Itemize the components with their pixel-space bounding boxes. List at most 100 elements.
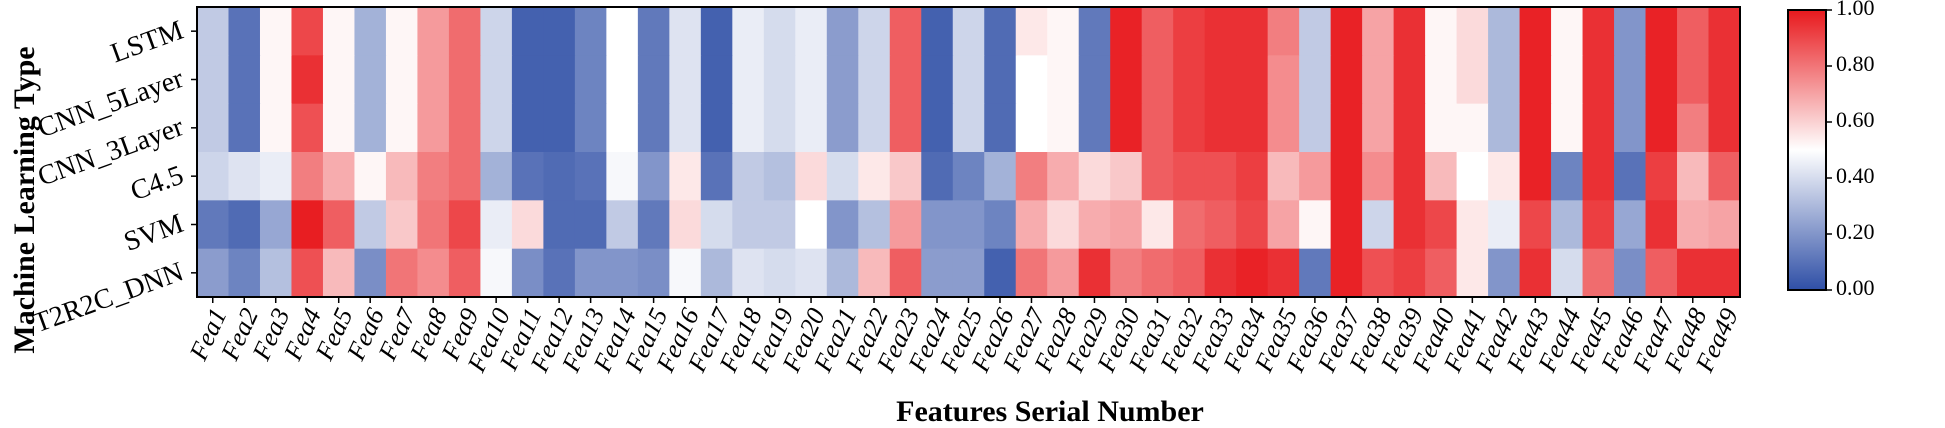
heatmap-cell: [858, 152, 891, 201]
heatmap-cell: [354, 200, 387, 250]
heatmap-cell: [1236, 103, 1269, 153]
heatmap-cell: [732, 7, 765, 56]
heatmap-cell: [984, 248, 1017, 298]
heatmap-cell: [1204, 103, 1237, 153]
heatmap-cell: [606, 55, 639, 105]
heatmap-cell: [1519, 200, 1552, 250]
heatmap-cell: [417, 7, 450, 56]
heatmap-cell: [732, 200, 765, 250]
heatmap-cell: [1488, 55, 1521, 105]
heatmap-cell: [1645, 55, 1678, 105]
heatmap-cell: [322, 55, 356, 105]
heatmap-cell: [826, 200, 859, 250]
heatmap-cell: [1645, 200, 1678, 250]
heatmap-cell: [1330, 152, 1363, 201]
heatmap-cell: [1425, 248, 1458, 298]
heatmap-cell: [669, 152, 702, 201]
heatmap-cell: [1456, 55, 1489, 105]
heatmap-cell: [637, 200, 670, 250]
heatmap-cell: [197, 248, 230, 298]
heatmap-cell: [1645, 152, 1678, 201]
heatmap-cell: [1299, 7, 1332, 56]
heatmap-cell: [574, 248, 607, 298]
heatmap-cell: [1299, 55, 1332, 105]
heatmap-cell: [763, 7, 796, 56]
heatmap-cell: [1708, 248, 1741, 298]
heatmap-cell: [291, 152, 324, 201]
heatmap-cell: [291, 103, 324, 153]
heatmap-cell: [385, 248, 419, 298]
heatmap-cell: [259, 248, 293, 298]
heatmap-cell: [921, 248, 954, 298]
y-tick-label: C4.5: [127, 160, 188, 207]
y-tick-label: T2R2C_DNN: [29, 256, 187, 339]
heatmap-cell: [1299, 200, 1332, 250]
heatmap-cell: [197, 103, 230, 153]
heatmap-cell: [1047, 7, 1080, 56]
heatmap-cell: [1015, 7, 1048, 56]
heatmap-cell: [1110, 55, 1143, 105]
heatmap-cell: [826, 152, 859, 201]
heatmap-cell: [1708, 103, 1741, 153]
heatmap-cell: [1393, 103, 1426, 153]
heatmap-cell: [1047, 103, 1080, 153]
heatmap-cell: [669, 248, 702, 298]
heatmap-cell: [1236, 152, 1269, 201]
heatmap-cell: [763, 152, 796, 201]
heatmap-cell: [511, 152, 544, 201]
heatmap-cell: [1015, 200, 1048, 250]
heatmap-cell: [574, 200, 607, 250]
heatmap-cell: [1488, 103, 1521, 153]
heatmap-cell: [952, 7, 985, 56]
heatmap-cell: [858, 55, 891, 105]
heatmap-cell: [763, 200, 796, 250]
heatmap-cell: [480, 7, 513, 56]
heatmap-cell: [417, 55, 450, 105]
heatmap-cell: [1582, 103, 1615, 153]
heatmap-cell: [952, 55, 985, 105]
heatmap-cell: [574, 103, 607, 153]
heatmap-cell: [291, 7, 324, 56]
heatmap-cell: [1015, 152, 1048, 201]
heatmap-cell: [543, 248, 576, 298]
heatmap-cell: [889, 103, 922, 153]
heatmap-cell: [1362, 152, 1395, 201]
heatmap-cell: [1204, 152, 1237, 201]
heatmap-cell: [1677, 248, 1710, 298]
heatmap-cell: [448, 200, 482, 250]
heatmap-cell: [1236, 200, 1269, 250]
heatmap-cell: [448, 7, 482, 56]
heatmap-cell: [858, 7, 891, 56]
heatmap-cell: [1047, 200, 1080, 250]
heatmap-cell: [1425, 200, 1458, 250]
heatmap-cell: [448, 152, 482, 201]
heatmap-cell: [448, 103, 482, 153]
heatmap-cell: [858, 103, 891, 153]
heatmap-cell: [1267, 55, 1300, 105]
heatmap-cell: [700, 152, 733, 201]
heatmap-cell: [1582, 55, 1615, 105]
heatmap-cell: [1708, 7, 1741, 56]
heatmap-cell: [1173, 55, 1206, 105]
heatmap-cell: [1614, 7, 1647, 56]
heatmap-cell: [322, 103, 356, 153]
heatmap-cell: [1456, 7, 1489, 56]
heatmap-cell: [763, 248, 796, 298]
heatmap-cell: [889, 248, 922, 298]
heatmap-cell: [1393, 55, 1426, 105]
heatmap-cell: [480, 200, 513, 250]
heatmap-cell: [1677, 103, 1710, 153]
heatmap-cell: [763, 55, 796, 105]
heatmap-cell: [385, 7, 419, 56]
heatmap-cell: [480, 152, 513, 201]
heatmap-cell: [1708, 55, 1741, 105]
heatmap-cell: [1110, 103, 1143, 153]
heatmap-cell: [197, 7, 230, 56]
heatmap-cell: [1551, 103, 1584, 153]
heatmap-cell: [1141, 200, 1174, 250]
heatmap-cell: [511, 200, 544, 250]
colorbar-tick-label: 0.40: [1836, 163, 1875, 188]
heatmap-cell: [1110, 200, 1143, 250]
